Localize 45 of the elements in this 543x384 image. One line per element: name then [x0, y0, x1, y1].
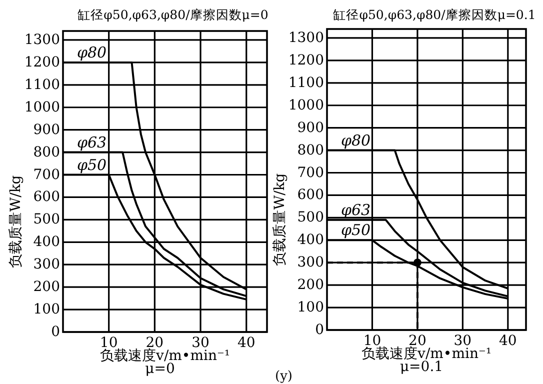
- y-axis-title: 负载质量W/kg: [272, 173, 288, 266]
- y-tick-label: 1100: [24, 76, 60, 93]
- y-tick-label: 0: [51, 324, 60, 340]
- y-tick-label: 500: [297, 210, 324, 226]
- y-tick-label: 200: [297, 277, 324, 294]
- y-axis-title: 负载质量W/kg: [8, 175, 24, 268]
- series-label: φ80: [341, 131, 372, 150]
- y-tick-label: 900: [297, 120, 324, 136]
- series-label: φ63: [77, 133, 107, 152]
- y-tick-label: 500: [33, 212, 60, 228]
- x-tick-label: 40: [498, 333, 517, 349]
- y-tick-label: 900: [33, 122, 60, 138]
- text: (y): [275, 369, 292, 384]
- y-tick-label: 800: [297, 142, 324, 158]
- y-tick-label: 1200: [24, 54, 60, 70]
- y-tick-label: 100: [297, 300, 324, 316]
- y-tick-label: 1000: [288, 97, 324, 114]
- y-tick-label: 800: [33, 144, 60, 160]
- text: μ=0: [145, 361, 175, 377]
- y-tick-label: 100: [33, 302, 60, 318]
- y-tick-label: 1300: [288, 30, 324, 46]
- y-tick-label: 400: [297, 232, 324, 248]
- y-tick-label: 400: [33, 234, 60, 250]
- y-tick-label: 700: [33, 166, 60, 183]
- y-tick-label: 300: [297, 254, 324, 271]
- y-tick-label: 1000: [24, 99, 60, 116]
- x-tick-label: 40: [237, 335, 256, 351]
- series-label: φ50: [341, 221, 372, 240]
- series-label: φ80: [77, 43, 108, 62]
- series-label: φ50: [77, 156, 108, 174]
- x-tick-label: 30: [192, 335, 210, 351]
- y-tick-label: 300: [33, 256, 60, 273]
- y-tick-label: 600: [33, 189, 60, 206]
- series-label: φ63: [341, 200, 371, 219]
- chart-title: 缸径φ50,φ63,φ80/摩擦因数μ=0: [78, 7, 268, 22]
- y-tick-label: 1200: [288, 52, 324, 68]
- y-tick-label: 700: [297, 164, 324, 181]
- y-tick-label: 0: [315, 322, 324, 338]
- text: μ=0.1: [400, 359, 444, 375]
- chart-title: 缸径φ50,φ63,φ80/摩擦因数μ=0.1: [333, 7, 536, 22]
- x-tick-label: 30: [454, 333, 472, 349]
- y-tick-label: 1300: [24, 32, 60, 48]
- y-tick-label: 600: [297, 187, 324, 204]
- y-tick-label: 1100: [288, 74, 324, 91]
- y-tick-label: 200: [33, 279, 60, 296]
